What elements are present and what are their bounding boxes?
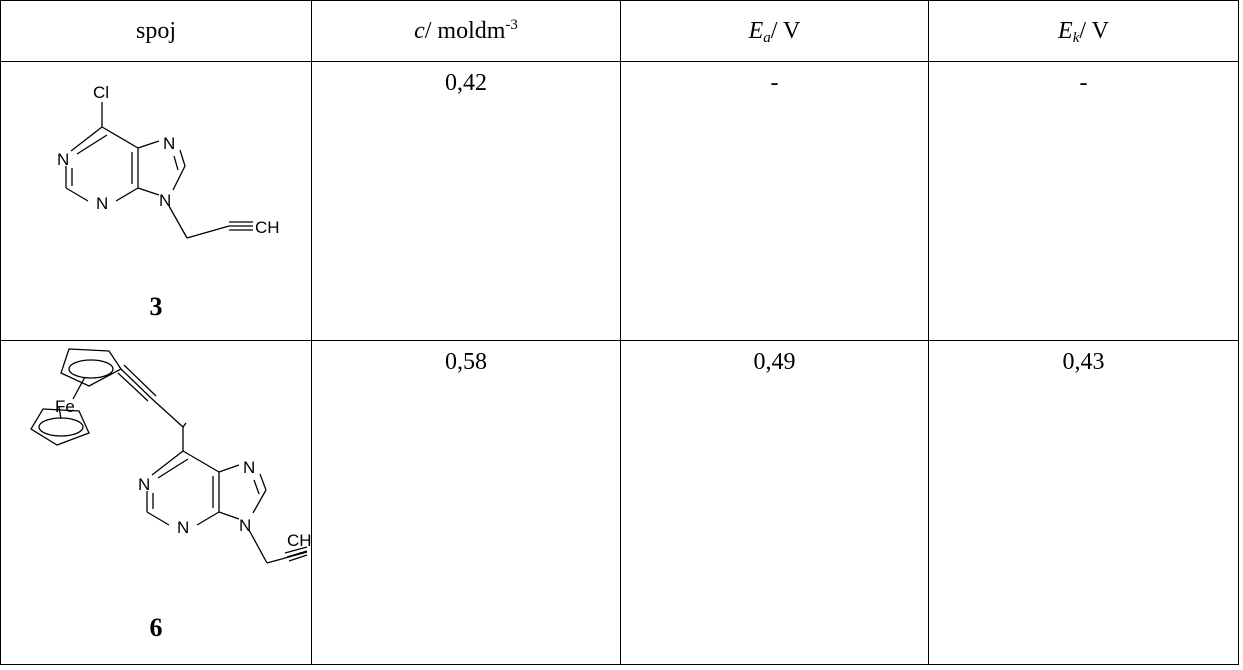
header-anodic-sub: a xyxy=(763,29,771,46)
header-concentration-exp: -3 xyxy=(505,16,518,33)
atom-label: N xyxy=(57,150,69,169)
cathodic-potential-cell: 0,43 xyxy=(928,340,1239,665)
compound-6-structure: Fe N N N N CH xyxy=(30,348,311,564)
header-cathodic-unit: / V xyxy=(1079,17,1109,44)
atom-label: Fe xyxy=(55,397,75,416)
cathodic-potential-value: 0,43 xyxy=(1062,349,1105,375)
cathodic-potential-value: - xyxy=(1079,70,1088,96)
header-anodic-var: E xyxy=(748,17,764,44)
concentration-cell: 0,42 xyxy=(311,61,621,341)
atom-label: N xyxy=(96,194,108,213)
atom-label: N xyxy=(239,516,251,535)
header-row: spoj c/ moldm-3 Ea/ V Ek/ V xyxy=(0,0,1239,62)
concentration-value: 0,42 xyxy=(445,70,487,96)
header-cathodic-var: E xyxy=(1058,17,1073,44)
compound-number: 3 xyxy=(149,292,163,321)
header-concentration: c/ moldm-3 xyxy=(311,0,621,62)
compound-cell: Cl N N N N CH 3 xyxy=(0,61,312,341)
table-row: Cl N N N N CH 3 0,42 - - xyxy=(0,61,1239,341)
compound-number: 6 xyxy=(149,613,163,642)
compound-cell: Fe N N N N CH 6 xyxy=(0,340,312,665)
cathodic-potential-cell: - xyxy=(928,61,1239,341)
header-cathodic-potential: Ek/ V xyxy=(928,0,1239,62)
atom-label: N xyxy=(243,458,255,477)
atom-label: N xyxy=(177,518,189,537)
header-anodic-potential: Ea/ V xyxy=(620,0,929,62)
header-compound-label: spoj xyxy=(135,17,176,44)
header-anodic-unit: / V xyxy=(770,17,801,44)
atom-label: Cl xyxy=(93,83,109,102)
anodic-potential-cell: 0,49 xyxy=(620,340,929,665)
header-compound: spoj xyxy=(0,0,312,62)
anodic-potential-value: 0,49 xyxy=(753,349,796,375)
concentration-value: 0,58 xyxy=(445,349,487,375)
anodic-potential-value: - xyxy=(770,70,779,96)
table-row: Fe N N N N CH 6 0,58 0,49 0,43 xyxy=(0,340,1239,665)
atom-label: CH xyxy=(287,531,311,550)
compound-3-structure: Cl N N N N CH xyxy=(57,83,280,239)
concentration-cell: 0,58 xyxy=(311,340,621,665)
header-concentration-unit: / moldm xyxy=(424,17,506,44)
header-concentration-var: c xyxy=(414,17,425,44)
header-cathodic-sub: k xyxy=(1072,29,1080,46)
atom-label: N xyxy=(159,191,171,210)
atom-label: CH xyxy=(255,218,280,237)
anodic-potential-cell: - xyxy=(620,61,929,341)
atom-label: N xyxy=(138,475,150,494)
atom-label: N xyxy=(163,134,175,153)
